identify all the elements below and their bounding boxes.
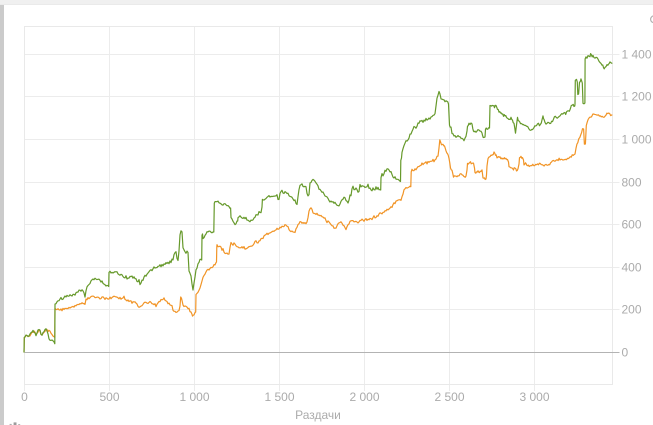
svg-text:500: 500 <box>99 390 119 404</box>
svg-text:0: 0 <box>21 390 28 404</box>
svg-text:1 500: 1 500 <box>264 390 294 404</box>
svg-text:1 000: 1 000 <box>179 390 209 404</box>
svg-text:400: 400 <box>621 261 641 275</box>
svg-text:Раздачи: Раздачи <box>295 408 341 422</box>
svg-text:1 200: 1 200 <box>621 90 651 104</box>
svg-text:1 400: 1 400 <box>621 48 651 62</box>
svg-text:2 500: 2 500 <box>434 390 464 404</box>
svg-text:600: 600 <box>621 218 641 232</box>
svg-text:0: 0 <box>621 346 628 360</box>
svg-text:3 000: 3 000 <box>519 390 549 404</box>
svg-text:200: 200 <box>621 303 641 317</box>
svg-text:800: 800 <box>621 176 641 190</box>
svg-text:1 000: 1 000 <box>621 133 651 147</box>
svg-text:2 000: 2 000 <box>349 390 379 404</box>
